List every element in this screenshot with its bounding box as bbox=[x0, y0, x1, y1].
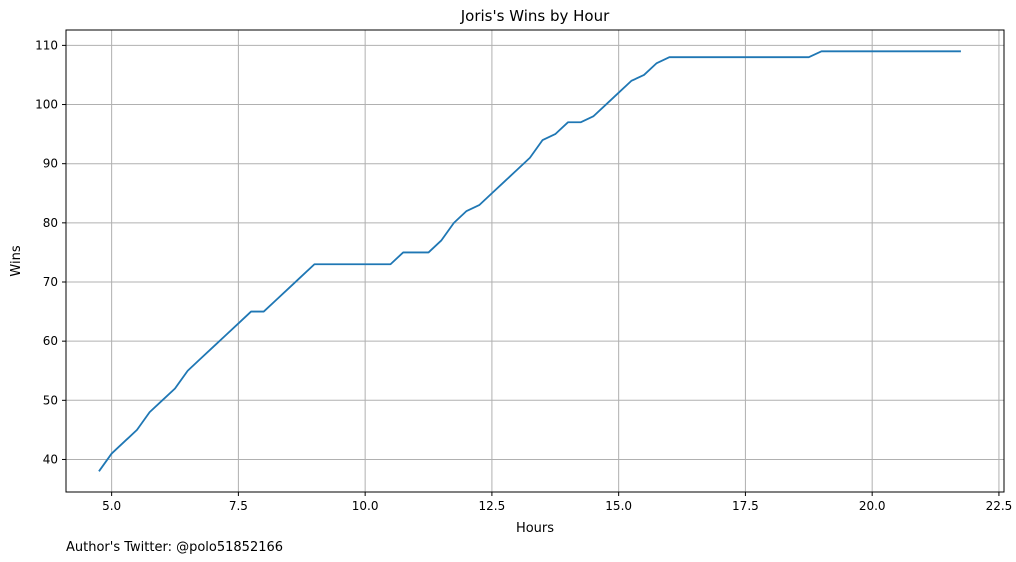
y-tick-label: 50 bbox=[43, 393, 58, 407]
author-footnote: Author's Twitter: @polo51852166 bbox=[66, 540, 283, 555]
chart-title: Joris's Wins by Hour bbox=[460, 7, 610, 25]
x-tick-label: 15.0 bbox=[605, 499, 632, 513]
x-tick-label: 20.0 bbox=[859, 499, 886, 513]
x-tick-label: 22.5 bbox=[986, 499, 1013, 513]
y-tick-label: 40 bbox=[43, 452, 58, 466]
axis-ticks: 5.0 7.5 10.0 12.5 15.0 17.5 20.0 22.5 40 50 60 70 80… bbox=[35, 38, 1012, 513]
x-tick-label: 17.5 bbox=[732, 499, 759, 513]
y-tick-label: 90 bbox=[43, 157, 58, 171]
y-tick-label: 70 bbox=[43, 275, 58, 289]
grid bbox=[66, 30, 1004, 492]
y-axis-label: Wins bbox=[9, 245, 24, 276]
x-tick-label: 7.5 bbox=[229, 499, 248, 513]
x-tick-label: 5.0 bbox=[102, 499, 121, 513]
x-axis-label: Hours bbox=[516, 521, 554, 536]
y-tick-label: 100 bbox=[35, 98, 58, 112]
y-tick-label: 80 bbox=[43, 216, 58, 230]
series-line bbox=[98, 50, 961, 472]
x-tick-label: 10.0 bbox=[352, 499, 379, 513]
plot-frame bbox=[65, 29, 1005, 493]
x-tick-label: 12.5 bbox=[479, 499, 506, 513]
series-layer bbox=[98, 50, 961, 472]
y-tick-label: 60 bbox=[43, 334, 58, 348]
y-tick-label: 110 bbox=[35, 38, 58, 52]
